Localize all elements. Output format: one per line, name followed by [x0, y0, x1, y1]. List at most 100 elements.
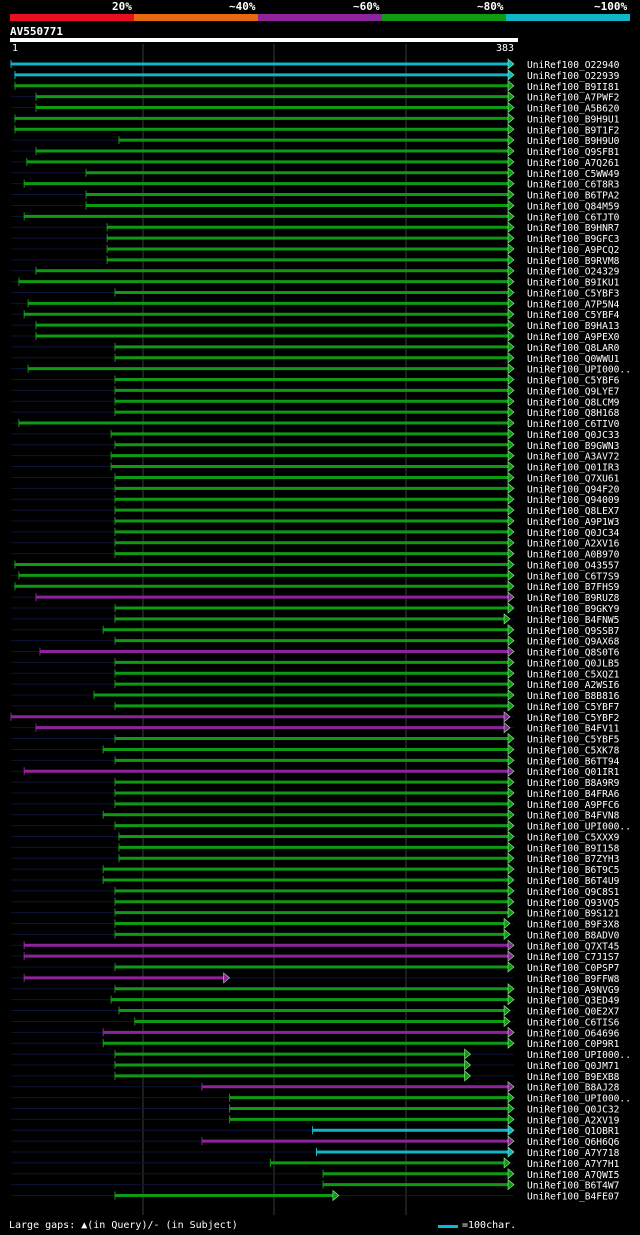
hit-end-arrow [507, 112, 515, 125]
hit-row: UniRef100_Q9LYE7 [11, 384, 620, 397]
hit-row: UniRef100_A9NVG9 [11, 983, 620, 996]
hit-label: UniRef100_A9NVG9 [527, 985, 620, 996]
hit-end-arrow [507, 526, 515, 538]
hit-end-arrow [507, 634, 515, 647]
hit-label: UniRef100_A7P5N4 [527, 299, 620, 310]
hit-end-arrow [507, 547, 515, 560]
hit-row: UniRef100_Q8S0T6 [11, 645, 620, 659]
hit-label: UniRef100_C5YBF3 [527, 288, 620, 299]
hit-label: UniRef100_Q0JM71 [527, 1061, 620, 1072]
hit-row: UniRef100_Q94F20 [11, 482, 620, 495]
hit-row: UniRef100_A2XV19 [11, 1113, 620, 1126]
hit-label: UniRef100_B9S121 [527, 909, 620, 920]
hit-end-arrow [507, 145, 515, 157]
hit-end-arrow [507, 308, 515, 320]
hit-label: UniRef100_B9IKU1 [527, 278, 620, 289]
hit-row: UniRef100_C6TJT0 [11, 210, 620, 223]
hit-label: UniRef100_Q0E2X7 [527, 1007, 620, 1018]
hit-label: UniRef100_B9H9U1 [527, 114, 620, 125]
hit-row: UniRef100_Q6H6Q6 [11, 1135, 620, 1148]
hit-label: UniRef100_Q1OBR1 [527, 1126, 620, 1137]
hit-row: UniRef100_Q8LAR0 [11, 341, 620, 354]
hit-label: UniRef100_B9GWN3 [527, 441, 620, 452]
hit-row: UniRef100_B9T1F2 [11, 123, 619, 136]
hit-end-arrow [464, 1070, 472, 1082]
hit-end-arrow [464, 1059, 472, 1071]
hit-end-arrow [507, 101, 515, 114]
hit-end-arrow [507, 580, 515, 592]
hit-row: UniRef100_A2WSI6 [11, 678, 620, 691]
hit-row: UniRef100_B8AJ28 [11, 1081, 620, 1094]
hit-row: UniRef100_B6TPA2 [11, 188, 619, 202]
hit-row: UniRef100_Q8H168 [11, 406, 620, 419]
hit-row: UniRef100_B9RVM8 [11, 254, 620, 267]
hit-end-arrow [507, 787, 515, 799]
hit-end-arrow [464, 1048, 472, 1060]
hit-end-arrow [507, 896, 515, 908]
hit-end-arrow [507, 515, 515, 527]
hit-end-arrow [507, 384, 515, 397]
hit-row: UniRef100_C5XQZ1 [11, 667, 620, 680]
hit-row: UniRef100_C6TIV0 [11, 417, 620, 430]
hit-row: UniRef100_C5YBF3 [11, 286, 620, 299]
hit-end-arrow [507, 874, 515, 886]
hit-label: UniRef100_A9PEX0 [527, 332, 620, 343]
hit-label: UniRef100_B8ADV0 [527, 930, 620, 941]
hit-label: UniRef100_A0B970 [527, 550, 620, 561]
hit-row: UniRef100_Q01IR3 [11, 460, 620, 474]
hit-label: UniRef100_C5YBF2 [527, 713, 619, 724]
hit-label: UniRef100_B9RUZ8 [527, 593, 620, 604]
hit-label: UniRef100_Q94009 [527, 495, 620, 506]
hit-row: UniRef100_O24329 [11, 265, 620, 278]
hit-end-arrow [507, 1124, 515, 1136]
hit-row: UniRef100_B9IKU1 [11, 275, 620, 289]
hit-end-arrow [507, 765, 515, 777]
hit-label: UniRef100_Q94F20 [527, 484, 620, 495]
hit-end-arrow [507, 798, 515, 810]
hit-end-arrow [332, 1189, 340, 1202]
scale-label: =100char. [462, 1220, 517, 1231]
legend-swatch-60 [258, 14, 382, 21]
hit-row: UniRef100_B4FNW5 [11, 613, 619, 626]
hit-row: UniRef100_B9RUZ8 [11, 591, 620, 604]
hit-row: UniRef100_A9PEX0 [11, 330, 620, 343]
hit-label: UniRef100_B9HNR7 [527, 223, 620, 234]
hit-label: UniRef100_Q7XT45 [527, 941, 619, 952]
hit-label: UniRef100_A9PFC6 [527, 800, 620, 811]
hit-label: UniRef100_UPI000.. [527, 822, 631, 833]
legend-label-60: ~60% [353, 0, 380, 13]
hit-row: UniRef100_C5XK78 [11, 743, 620, 756]
hit-label: UniRef100_Q8LCM9 [527, 397, 620, 408]
hit-label: UniRef100_A2XV16 [527, 539, 620, 550]
hit-label: UniRef100_B9H9U0 [527, 136, 620, 147]
hit-end-arrow [507, 624, 515, 636]
hit-row: UniRef100_UPI000.. [11, 362, 631, 376]
hit-label: UniRef100_C5YBF7 [527, 702, 620, 713]
hit-end-arrow [507, 1102, 515, 1115]
hit-label: UniRef100_Q3ED49 [527, 996, 620, 1007]
hit-end-arrow [507, 297, 515, 310]
hit-label: UniRef100_Q0JLB5 [527, 658, 619, 669]
hit-label: UniRef100_A5B620 [527, 104, 620, 115]
hit-row: UniRef100_UPI000.. [11, 819, 631, 833]
hit-end-arrow [507, 362, 515, 375]
hit-row: UniRef100_C5YBF2 [10, 711, 619, 724]
hit-label: UniRef100_C5XXX9 [527, 832, 620, 843]
hit-label: UniRef100_Q8H168 [527, 408, 620, 419]
hit-label: UniRef100_UPI000.. [527, 1094, 631, 1105]
hit-end-arrow [507, 1135, 515, 1147]
hit-label: UniRef100_A7PWF2 [527, 93, 619, 104]
hit-label: UniRef100_Q93VQ5 [527, 898, 619, 909]
query-name: AV550771 [10, 25, 63, 38]
hit-row: UniRef100_B4FVN8 [11, 809, 620, 822]
legend-label-100: ~100% [594, 0, 628, 13]
hit-end-arrow [503, 711, 511, 723]
hit-label: UniRef100_C5XK78 [527, 745, 620, 756]
hit-row: UniRef100_C6T7S9 [11, 569, 620, 582]
hit-label: UniRef100_O64696 [527, 1028, 620, 1039]
hit-label: UniRef100_A9PCQ2 [527, 245, 619, 256]
hit-end-arrow [507, 1168, 515, 1180]
hit-row: UniRef100_B9GFC3 [11, 232, 620, 245]
hit-end-arrow [507, 809, 515, 821]
hit-end-arrow [507, 1091, 515, 1104]
